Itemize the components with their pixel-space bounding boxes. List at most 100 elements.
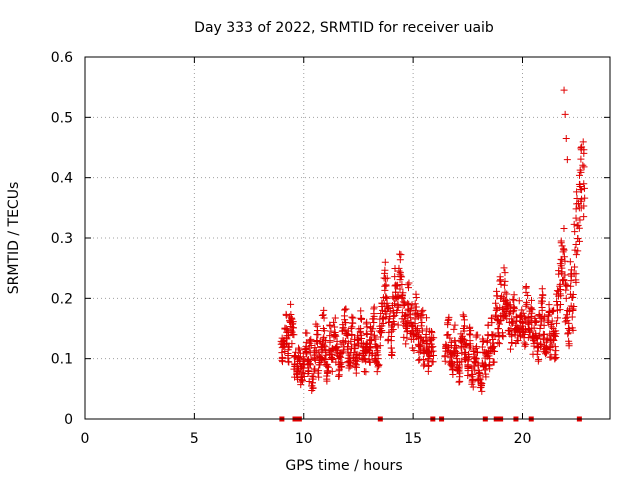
- data-point: [315, 361, 323, 369]
- data-point: [501, 269, 509, 277]
- data-point: [576, 180, 584, 188]
- data-point: [515, 297, 523, 305]
- data-point: [519, 309, 527, 317]
- data-point: [403, 334, 411, 342]
- data-point: [487, 314, 495, 322]
- data-point: [395, 267, 403, 275]
- data-point: [467, 327, 475, 335]
- data-point: [289, 320, 297, 328]
- data-point: [557, 285, 565, 293]
- data-point: [464, 361, 472, 369]
- data-point: [415, 356, 423, 364]
- data-point: [444, 321, 452, 329]
- data-point: [418, 338, 426, 346]
- data-point: [295, 353, 303, 361]
- data-point: [319, 311, 327, 319]
- data-point: [295, 344, 303, 352]
- data-point: [501, 277, 509, 285]
- data-point: [497, 280, 505, 288]
- data-point: [285, 343, 293, 351]
- data-point: [416, 343, 424, 351]
- x-tick-label: 10: [295, 431, 313, 447]
- data-point: [533, 350, 541, 358]
- data-point: [471, 366, 479, 374]
- data-point: [550, 336, 558, 344]
- data-point: [323, 377, 331, 385]
- data-point: [479, 337, 487, 345]
- data-point: [577, 155, 585, 163]
- data-point: [548, 317, 556, 325]
- data-point: [423, 314, 431, 322]
- data-point: [534, 357, 542, 365]
- data-point: [570, 220, 578, 228]
- y-tick-label: 0.2: [51, 291, 73, 307]
- data-point: [537, 299, 545, 307]
- data-point: [536, 325, 544, 332]
- data-point: [400, 333, 408, 341]
- data-point: [562, 294, 570, 302]
- data-point: [580, 184, 588, 192]
- x-tick-label: 5: [190, 431, 199, 447]
- data-point: [573, 188, 581, 196]
- data-point: [307, 355, 315, 363]
- data-point: [328, 367, 336, 375]
- data-point: [333, 343, 341, 351]
- data-point: [330, 318, 338, 326]
- data-point: [478, 387, 486, 395]
- data-point: [285, 358, 293, 366]
- data-point: [538, 297, 546, 305]
- data-point: [383, 294, 391, 302]
- data-point: [550, 331, 558, 339]
- data-point: [376, 333, 384, 341]
- data-point: [373, 368, 381, 376]
- data-point: [495, 340, 503, 348]
- y-tick-label: 0.1: [51, 352, 73, 368]
- data-point: [340, 312, 348, 320]
- data-point: [331, 323, 339, 331]
- data-point: [554, 314, 562, 322]
- data-point: [446, 334, 454, 342]
- data-point: [559, 248, 567, 256]
- data-point: [342, 305, 350, 313]
- data-point: [503, 290, 511, 298]
- data-point: [500, 264, 508, 272]
- data-point: [322, 349, 330, 357]
- data-point: [524, 314, 532, 322]
- data-point: [576, 216, 584, 224]
- data-point: [328, 355, 336, 363]
- data-point: [560, 276, 568, 284]
- data-point: [469, 383, 477, 391]
- y-tick-label: 0.5: [51, 110, 73, 126]
- data-point: [560, 225, 568, 233]
- data-point: [396, 250, 404, 258]
- data-point: [401, 299, 409, 307]
- data-point: [571, 263, 579, 271]
- data-point: [579, 138, 587, 146]
- data-point: [510, 306, 518, 314]
- data-point: [531, 317, 539, 325]
- data-point: [310, 365, 318, 373]
- data-point: [313, 322, 321, 330]
- data-point: [370, 331, 378, 339]
- data-point: [484, 321, 492, 329]
- outlier-point: [560, 86, 568, 94]
- data-point: [410, 347, 418, 355]
- data-point: [418, 308, 426, 316]
- data-point: [389, 326, 397, 334]
- data-point: [502, 296, 510, 304]
- data-point: [540, 331, 548, 339]
- data-point: [327, 327, 335, 335]
- data-point: [540, 315, 548, 323]
- data-point: [362, 368, 370, 376]
- data-point: [339, 347, 347, 355]
- data-point: [572, 251, 580, 259]
- data-point: [341, 318, 349, 326]
- data-point: [306, 337, 314, 345]
- data-point: [492, 312, 500, 320]
- data-point: [400, 312, 408, 320]
- data-point: [572, 276, 580, 284]
- data-point: [425, 361, 433, 369]
- data-point: [386, 307, 394, 315]
- data-point: [580, 149, 588, 157]
- data-point: [370, 318, 378, 326]
